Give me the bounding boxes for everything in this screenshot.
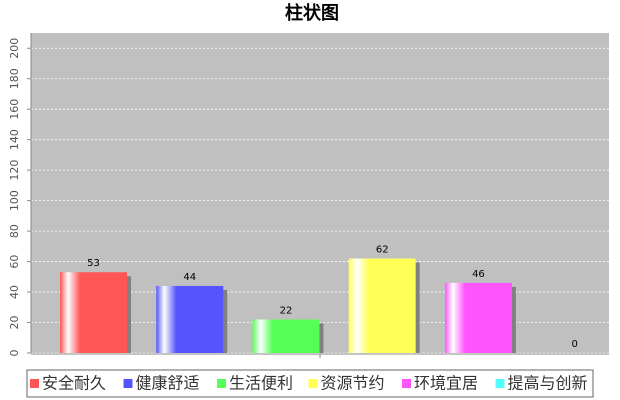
y-tick-label: 140 xyxy=(8,129,21,150)
bar xyxy=(252,319,320,353)
legend-label: 安全耐久 xyxy=(42,374,106,393)
value-label: 0 xyxy=(571,339,577,350)
y-tick-label: 120 xyxy=(8,160,21,181)
y-tick-label: 40 xyxy=(8,285,21,299)
y-tick-label: 180 xyxy=(8,68,21,89)
legend-swatch xyxy=(402,379,411,388)
y-tick-label: 80 xyxy=(8,224,21,238)
legend-swatch xyxy=(123,379,133,388)
legend-swatch xyxy=(30,379,39,388)
value-label: 44 xyxy=(183,272,196,283)
legend-swatch xyxy=(217,379,226,388)
bar xyxy=(60,272,127,353)
y-tick-label: 20 xyxy=(8,316,21,330)
legend-label: 健康舒适 xyxy=(136,374,200,393)
y-tick-label: 160 xyxy=(8,99,21,120)
legend-label: 提高与创新 xyxy=(508,374,588,393)
y-tick-label: 200 xyxy=(8,38,21,59)
y-tick-label: 0 xyxy=(8,350,21,357)
bar xyxy=(444,282,512,353)
y-tick-label: 100 xyxy=(8,190,21,211)
value-label: 62 xyxy=(376,245,389,256)
value-label: 46 xyxy=(472,269,485,280)
value-label: 22 xyxy=(280,305,293,316)
value-label: 53 xyxy=(87,258,100,269)
chart-title: 柱状图 xyxy=(285,2,339,24)
legend-swatch xyxy=(308,379,318,388)
bar xyxy=(348,258,416,353)
legend-label: 资源节约 xyxy=(321,374,385,393)
legend-swatch xyxy=(495,379,505,388)
legend-label: 环境宜居 xyxy=(414,374,478,393)
legend-label: 生活便利 xyxy=(229,374,293,393)
bar xyxy=(156,285,224,353)
y-tick-label: 60 xyxy=(8,255,21,269)
